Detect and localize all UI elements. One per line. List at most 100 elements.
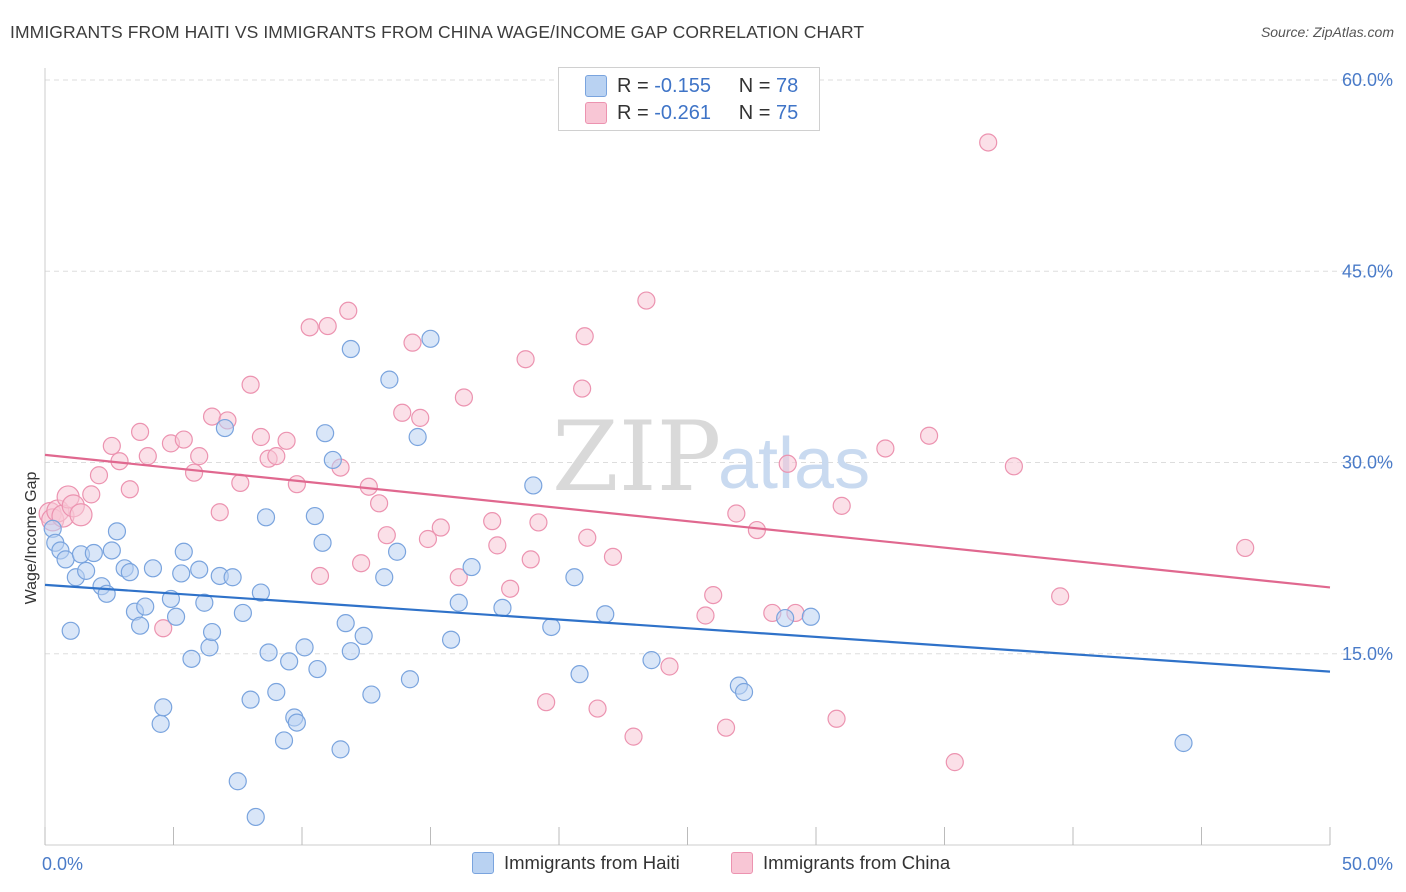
haiti-trend-line (44, 583, 1331, 673)
haiti-point (287, 713, 306, 732)
haiti-point (61, 621, 80, 640)
china-point (529, 513, 548, 532)
haiti-point (107, 522, 127, 541)
haiti-point (241, 690, 260, 709)
haiti-point (313, 533, 332, 552)
china-point (352, 554, 371, 573)
china-point (154, 619, 173, 638)
china-point (747, 520, 766, 540)
china-point (418, 529, 438, 549)
china-point (778, 454, 797, 473)
china-point (190, 447, 209, 466)
china-point (411, 408, 430, 427)
haiti-point (462, 557, 481, 577)
haiti-point (441, 630, 461, 649)
china-point (300, 318, 319, 337)
haiti-point (56, 550, 75, 569)
china-point (704, 585, 723, 605)
haiti-point (1174, 733, 1193, 753)
haiti-point (154, 698, 173, 717)
haiti-point (120, 563, 139, 582)
china-point (403, 333, 422, 352)
haiti-point (259, 643, 278, 662)
haiti-n-label: N = (738, 74, 777, 97)
china-point (624, 727, 643, 746)
haiti-point (130, 616, 150, 635)
watermark-zip: ZIP (552, 401, 721, 513)
china-point (945, 753, 964, 772)
china-point (588, 699, 607, 718)
china-point (318, 316, 337, 336)
x-tick-label-max: 50.0% (1342, 854, 1393, 874)
china-point (919, 426, 939, 445)
haiti-point (323, 450, 342, 470)
haiti-point (362, 685, 381, 704)
haiti-point (565, 568, 584, 587)
haiti-r-label: R = (617, 74, 655, 97)
haiti-point (280, 652, 299, 671)
legend-haiti-label: Immigrants from Haiti (504, 852, 680, 873)
haiti-point (331, 740, 350, 759)
grid-lines (45, 79, 1395, 655)
haiti-point (267, 682, 286, 702)
haiti-point (493, 598, 512, 617)
china-point (431, 518, 450, 537)
china-point (241, 375, 260, 394)
china-point (82, 485, 101, 504)
haiti-point (251, 583, 270, 602)
haiti-point (542, 617, 561, 637)
axes (44, 68, 1331, 846)
china-point (251, 427, 270, 447)
haiti-point (776, 608, 795, 628)
china-point (501, 579, 520, 598)
haiti-point (387, 542, 407, 561)
china-point (637, 291, 656, 310)
haiti-swatch (585, 75, 607, 97)
china-point (578, 528, 597, 547)
china-point (1236, 538, 1255, 558)
china-r-label: R = (617, 101, 655, 124)
china-point (210, 503, 229, 522)
china-point (827, 709, 846, 728)
haiti-point (596, 605, 615, 624)
haiti-point (215, 418, 234, 438)
china-point (573, 379, 592, 398)
haiti-point (316, 424, 335, 443)
haiti-point (174, 542, 193, 561)
china-point (575, 327, 594, 346)
china-point (370, 494, 389, 513)
china-point (174, 430, 193, 449)
legend-china-swatch (731, 852, 753, 874)
china-point (696, 606, 715, 625)
china-point (449, 568, 468, 587)
haiti-point (295, 638, 314, 657)
haiti-point (274, 731, 294, 750)
haiti-point (202, 622, 222, 642)
china-point (1051, 587, 1070, 606)
haiti-point (305, 506, 324, 526)
haiti-point (734, 682, 754, 702)
china-point (231, 473, 250, 492)
legend-item-china: Immigrants from China (731, 852, 950, 874)
haiti-point (84, 543, 103, 563)
china-n-label: N = (738, 101, 777, 124)
china-point (537, 693, 556, 712)
haiti-point (308, 659, 327, 679)
china-point (267, 447, 286, 466)
haiti-point (190, 560, 209, 579)
haiti-point (228, 772, 247, 791)
y-tick-label: 60.0% (1342, 70, 1393, 90)
haiti-point (77, 561, 96, 580)
haiti-point (524, 476, 543, 495)
china-point (1004, 457, 1023, 476)
haiti-point (136, 597, 155, 616)
haiti-n-value: 78 (776, 74, 799, 97)
legend-china-label: Immigrants from China (763, 852, 951, 873)
china-point (979, 133, 998, 152)
china-point (287, 475, 306, 494)
chart-title: IMMIGRANTS FROM HAITI VS IMMIGRANTS FROM… (10, 22, 865, 42)
haiti-point (570, 665, 589, 684)
source-label: Source: ZipAtlas.com (1260, 24, 1394, 40)
haiti-r-value: -0.155 (654, 74, 711, 97)
